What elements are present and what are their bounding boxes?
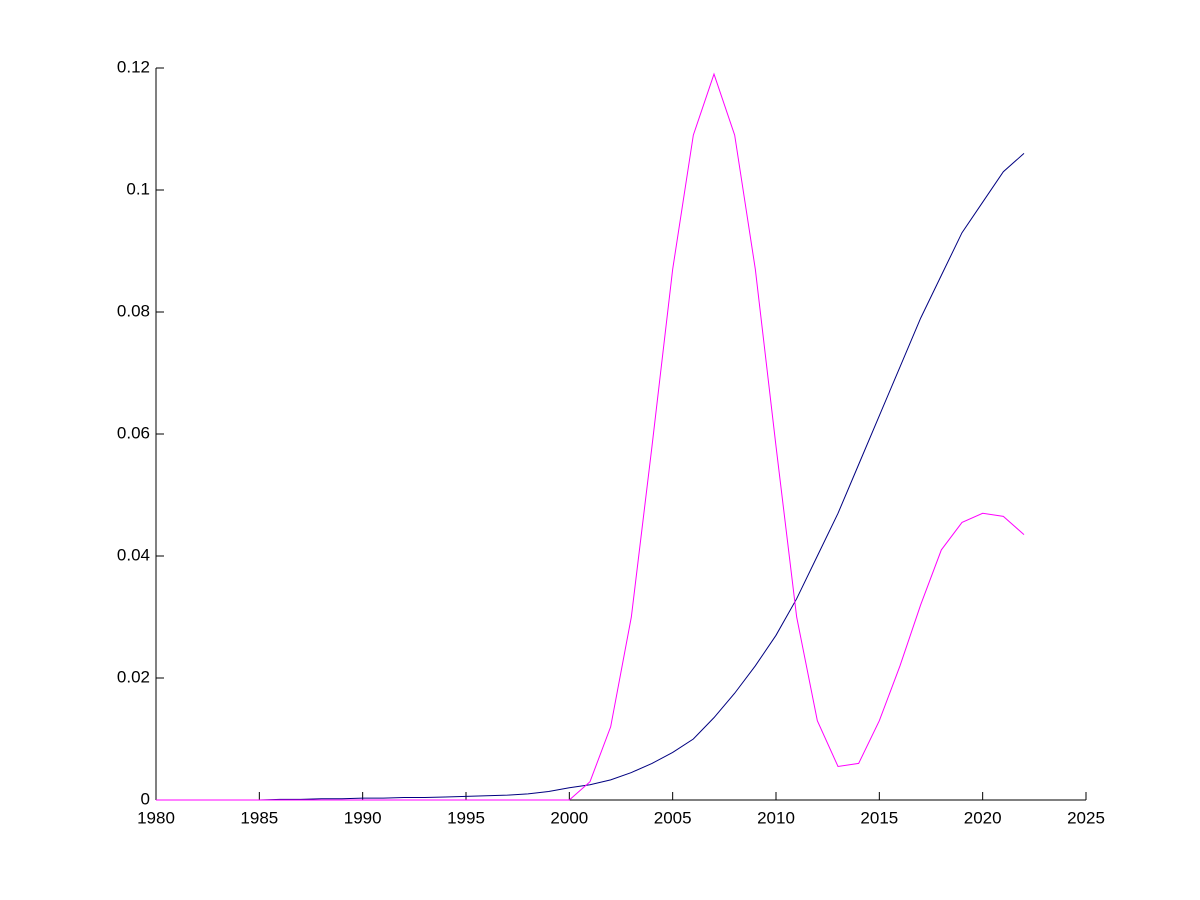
y-tick-label: 0.08 (117, 301, 150, 320)
x-tick-label: 1985 (240, 808, 278, 827)
series-line (156, 153, 1025, 801)
y-tick-label: 0.1 (126, 179, 150, 198)
x-tick-label: 2015 (860, 808, 898, 827)
x-tick-label: 1980 (137, 808, 175, 827)
y-tick-label: 0 (141, 789, 150, 808)
x-tick-label: 2020 (964, 808, 1002, 827)
x-tick-label: 1990 (344, 808, 382, 827)
y-tick-label: 0.12 (117, 57, 150, 76)
y-tick-label: 0.02 (117, 667, 150, 686)
y-tick-label: 0.06 (117, 423, 150, 442)
x-tick-label: 2000 (550, 808, 588, 827)
x-tick-label: 2010 (757, 808, 795, 827)
series-line (156, 72, 1025, 801)
x-tick-label: 2025 (1067, 808, 1105, 827)
x-tick-label: 2005 (654, 808, 692, 827)
x-tick-label: 1995 (447, 808, 485, 827)
y-tick-label: 0.04 (117, 545, 150, 564)
